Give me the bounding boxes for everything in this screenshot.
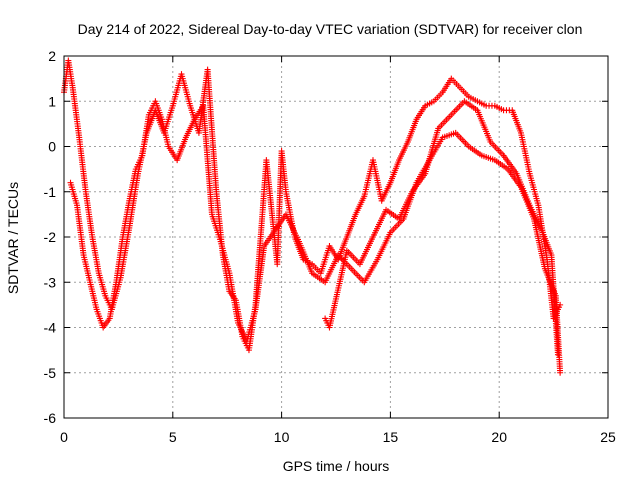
x-tick-label: 20 — [491, 429, 507, 445]
chart-title: Day 214 of 2022, Sidereal Day-to-day VTE… — [78, 21, 583, 37]
y-tick-label: 0 — [48, 139, 56, 155]
x-tick-label: 5 — [169, 429, 177, 445]
grid — [64, 56, 608, 418]
data-point — [557, 369, 564, 376]
data-point — [554, 351, 561, 358]
x-axis-label: GPS time / hours — [283, 458, 390, 474]
y-tick-label: 1 — [48, 93, 56, 109]
x-tick-label: 10 — [274, 429, 290, 445]
y-tick-label: 2 — [48, 48, 56, 64]
data-points — [61, 57, 564, 376]
y-tick-label: -6 — [44, 410, 57, 426]
x-tick-label: 15 — [383, 429, 399, 445]
x-tick-label: 0 — [60, 429, 68, 445]
y-axis-label: SDTVAR / TECUs — [5, 182, 21, 294]
y-tick-label: -3 — [44, 274, 57, 290]
y-tick-label: -2 — [44, 229, 57, 245]
y-tick-label: -5 — [44, 365, 57, 381]
y-tick-label: -4 — [44, 320, 57, 336]
plot-frame — [63, 55, 609, 419]
y-tick-label: -1 — [44, 184, 57, 200]
x-tick-label: 25 — [600, 429, 616, 445]
